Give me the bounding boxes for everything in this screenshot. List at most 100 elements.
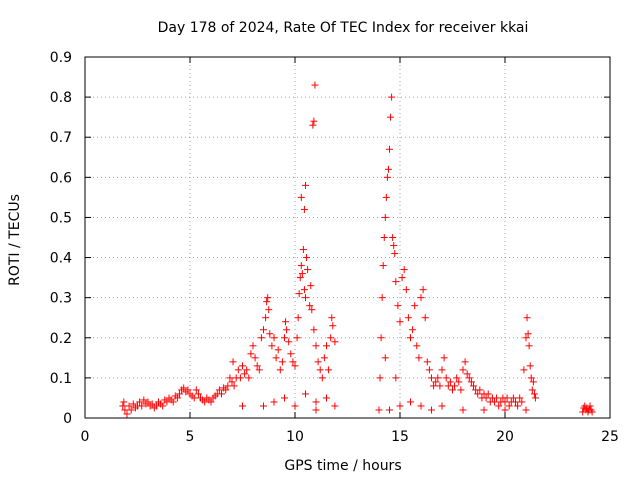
data-point [222, 386, 230, 394]
x-tick-label: 20 [496, 429, 514, 445]
data-point [272, 354, 280, 362]
data-point [300, 286, 308, 294]
data-point [296, 274, 304, 282]
data-point [381, 354, 389, 362]
data-point [320, 354, 328, 362]
data-point [503, 394, 511, 402]
data-point [121, 406, 129, 414]
data-point [417, 402, 425, 410]
data-point [482, 394, 490, 402]
x-tick-label: 5 [186, 429, 195, 445]
data-point [239, 402, 246, 410]
data-point [417, 294, 425, 302]
data-point [190, 394, 198, 402]
data-point [265, 306, 273, 314]
data-point [465, 374, 473, 382]
data-point [484, 390, 492, 398]
data-point [434, 374, 442, 382]
data-point [463, 370, 471, 378]
data-point [480, 406, 488, 414]
data-point [302, 181, 309, 189]
data-point [281, 334, 288, 342]
data-point [328, 314, 336, 322]
data-point [423, 358, 431, 366]
data-point [260, 402, 267, 410]
data-point [310, 326, 318, 334]
data-point [123, 410, 131, 418]
data-point [274, 346, 282, 354]
data-point [523, 314, 531, 322]
data-point [386, 145, 393, 153]
data-point [407, 334, 414, 342]
data-point [428, 406, 435, 414]
data-point [125, 402, 133, 410]
data-point [312, 398, 320, 406]
data-point [291, 362, 299, 370]
data-point [444, 382, 452, 390]
data-point [525, 342, 533, 350]
data-point [522, 334, 530, 342]
data-point [312, 406, 320, 414]
data-point [247, 350, 255, 358]
data-point [312, 342, 320, 350]
data-point [392, 374, 400, 382]
data-point [302, 294, 309, 302]
data-point [159, 402, 167, 410]
data-point [514, 402, 522, 410]
data-point [120, 398, 128, 406]
data-point [476, 386, 484, 394]
axis-ticks: 0 5 10 15 20 25 0 0.1 0.2 0.3 0.4 0.5 0.6 0.7 0.8 0.9 [50, 50, 619, 445]
data-point [409, 326, 417, 334]
data-point [163, 398, 171, 406]
data-point [467, 378, 475, 386]
data-point [436, 382, 444, 390]
y-tick-label: 0.5 [50, 210, 72, 226]
data-point [501, 398, 509, 406]
data-point [430, 382, 438, 390]
data-point [440, 354, 448, 362]
data-point [285, 338, 293, 346]
data-point [505, 402, 513, 410]
data-point [218, 390, 225, 398]
data-point [323, 342, 330, 350]
data-point [461, 358, 469, 366]
data-point [257, 334, 265, 342]
data-point [245, 374, 253, 382]
plot-frame [84, 56, 611, 419]
data-point [314, 358, 322, 366]
x-axis-label: GPS time / hours [284, 458, 401, 474]
data-point [526, 362, 534, 370]
data-point [224, 382, 232, 390]
data-point [377, 334, 385, 342]
data-point [251, 354, 259, 362]
y-tick-label: 0.7 [50, 130, 72, 146]
data-point [527, 374, 535, 382]
data-point [152, 402, 160, 410]
y-tick-label: 0.3 [50, 291, 72, 307]
data-point [329, 322, 337, 330]
data-point [262, 314, 270, 322]
data-point [230, 382, 238, 390]
x-tick-label: 0 [81, 429, 90, 445]
data-point [386, 406, 393, 414]
data-point [389, 234, 397, 241]
data-point [413, 342, 421, 350]
data-point [528, 386, 536, 394]
x-tick-label: 25 [601, 429, 619, 445]
chart-title: Day 178 of 2024, Rate Of TEC Index for r… [158, 20, 529, 36]
data-point [294, 314, 302, 322]
data-point [396, 318, 404, 326]
data-point [402, 286, 410, 294]
data-point [127, 406, 135, 414]
data-point [291, 402, 299, 410]
data-point [297, 193, 305, 201]
x-tick-label: 15 [391, 429, 409, 445]
data-point [451, 382, 459, 390]
data-point [215, 386, 223, 394]
data-point [236, 374, 244, 382]
data-point [140, 396, 148, 404]
data-point [524, 330, 532, 338]
data-point [253, 362, 261, 370]
data-point [382, 193, 390, 201]
